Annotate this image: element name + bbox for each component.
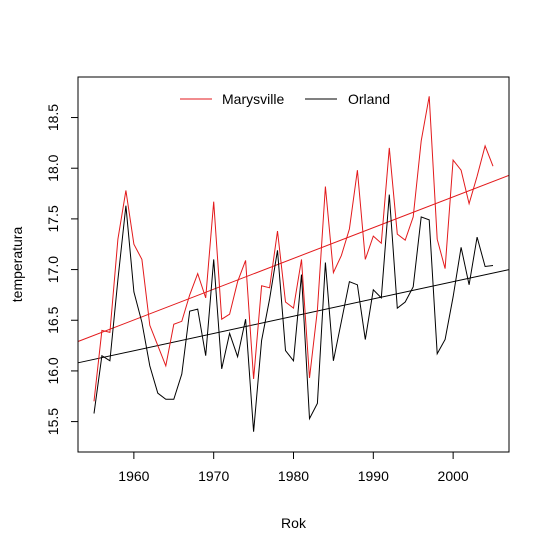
x-tick-label: 1960	[118, 468, 149, 484]
series-layer	[93, 96, 494, 432]
y-tick-label: 18.5	[45, 104, 61, 131]
x-tick-label: 1970	[198, 468, 229, 484]
y-tick-label: 18.0	[45, 154, 61, 181]
y-tick-label: 16.5	[45, 306, 61, 333]
y-tick-label: 16.0	[45, 357, 61, 384]
legend-label-orland: Orland	[348, 91, 390, 107]
y-tick-label: 17.0	[45, 256, 61, 283]
trendline-orland	[77, 269, 510, 364]
legend-label-marysville: Marysville	[222, 91, 284, 107]
x-tick-label: 1990	[358, 468, 389, 484]
series-line-marysville	[93, 96, 494, 402]
trendline-layer	[77, 174, 510, 364]
series-line-orland	[93, 194, 494, 432]
x-axis: 1960 1970 1980 1990 2000	[118, 451, 469, 484]
x-axis-title: Rok	[281, 515, 307, 531]
legend: Marysville Orland	[180, 91, 390, 107]
x-tick-label: 1980	[278, 468, 309, 484]
y-axis-title: temperatura	[9, 227, 25, 303]
x-tick-label: 2000	[438, 468, 469, 484]
trendline-marysville	[77, 174, 510, 342]
y-tick-label: 15.5	[45, 408, 61, 435]
y-tick-label: 17.5	[45, 205, 61, 232]
y-axis: 15.5 16.0 16.5 17.0 17.5 18.0 18.5	[45, 104, 79, 435]
